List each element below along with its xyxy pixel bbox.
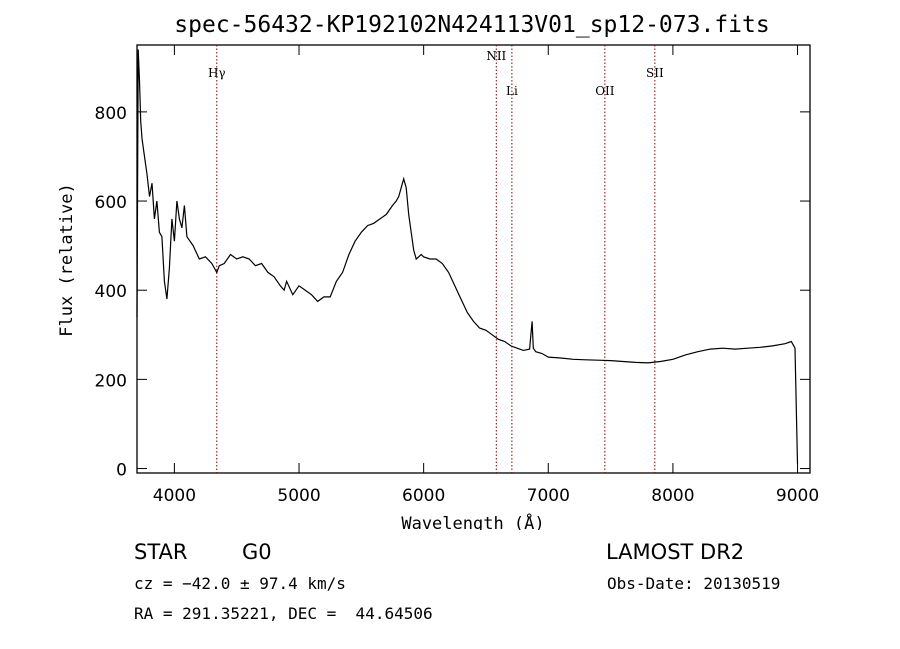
y-tick-label: 0 (116, 461, 127, 481)
line-marker-label: SII (646, 66, 664, 80)
redshift-cz: cz = −42.0 ± 97.4 km/s (134, 574, 346, 593)
survey-name: LAMOST DR2 (606, 540, 745, 564)
x-tick-label: 7000 (527, 486, 570, 506)
x-tick-label: 8000 (651, 486, 694, 506)
x-tick-label: 5000 (277, 486, 320, 506)
spectrum-chart: spec-56432-KP192102N424113V01_sp12-073.f… (57, 12, 819, 530)
y-axis-ticks: 0 200 400 600 800 (95, 104, 810, 481)
x-tick-label: 9000 (776, 486, 819, 506)
chart-title: spec-56432-KP192102N424113V01_sp12-073.f… (174, 12, 769, 38)
x-axis-label: Wavelength (Å) (401, 512, 544, 530)
x-tick-label: 4000 (153, 486, 196, 506)
line-marker-label: Li (506, 84, 518, 98)
object-class: STAR (134, 540, 188, 564)
spectral-line-markers: Hγ NII Li OII SII (208, 45, 664, 473)
y-tick-label: 400 (95, 282, 127, 302)
y-axis-label: Flux (relative) (57, 183, 77, 337)
line-marker-label: NII (486, 49, 506, 63)
x-axis-ticks: 4000 5000 6000 7000 8000 9000 (153, 45, 819, 506)
y-tick-label: 800 (95, 104, 127, 124)
observation-date: Obs-Date: 20130519 (607, 574, 781, 593)
x-tick-label: 6000 (402, 486, 445, 506)
line-marker-label: Hγ (208, 66, 226, 80)
y-tick-label: 200 (95, 371, 127, 391)
y-tick-label: 600 (95, 193, 127, 213)
object-subclass: G0 (242, 540, 272, 564)
line-marker-label: OII (595, 84, 615, 98)
coordinates: RA = 291.35221, DEC = 44.64506 (134, 604, 433, 623)
spectrum-line (136, 49, 799, 465)
